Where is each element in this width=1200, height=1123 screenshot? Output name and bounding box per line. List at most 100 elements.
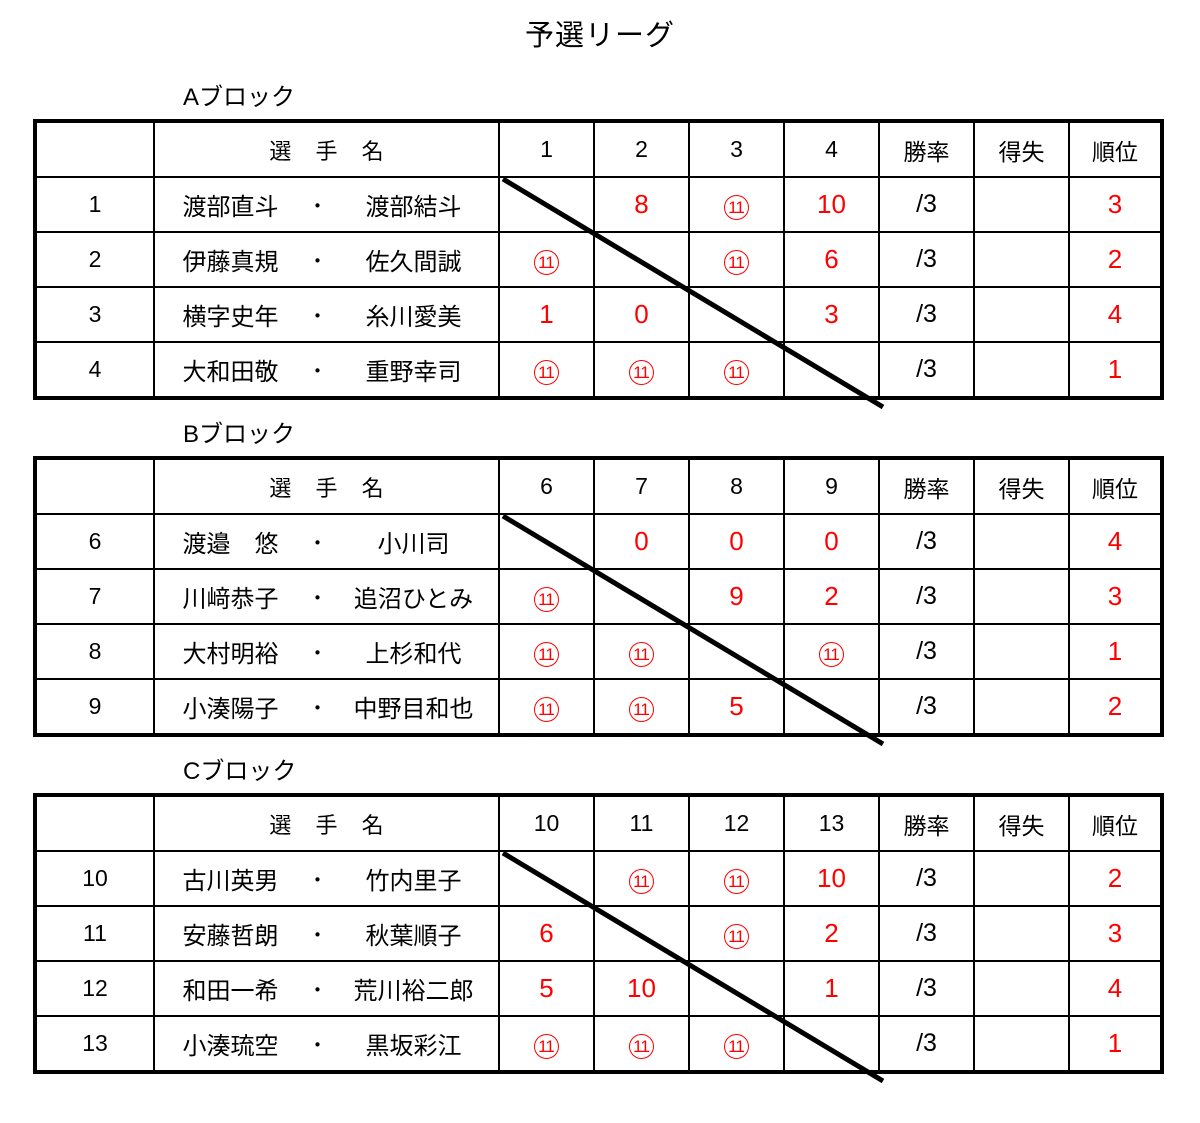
league-table-b: 選 手 名 6 7 8 9 勝率 得失 順位 6 渡邉 悠・小川司 0 0 0/3 4 7 川﨑恭子・追沼ひと…: [33, 456, 1164, 737]
player-name-right: 秋葉順子: [365, 923, 462, 950]
table-header-row: 選 手 名 6 7 8 9 勝率 得失 順位: [34, 457, 1163, 515]
score-cell: 11: [688, 231, 785, 288]
rank-cell: 4: [1068, 960, 1163, 1017]
score-cell: 5: [688, 678, 785, 736]
goal-difference-cell: [973, 341, 1070, 399]
row-player-pair: 小湊琉空 ・ 黒坂彩江: [153, 1015, 500, 1073]
score-cell: 11: [593, 850, 690, 907]
row-player-pair: 渡部直斗 ・ 渡部結斗: [153, 176, 500, 233]
header-opponent-4: 4: [783, 120, 880, 178]
player-pair-separator: ・: [307, 1035, 328, 1057]
table-row: 11 安藤哲朗 ・ 秋葉順子 6 11 2/3 3: [34, 905, 1163, 962]
win-marker-circled-eleven: 11: [724, 869, 749, 894]
score-cell: 10: [783, 176, 880, 233]
header-rank: 順位: [1068, 794, 1163, 852]
score-cell: [593, 905, 690, 962]
win-marker-circled-eleven: 11: [534, 360, 559, 385]
win-marker-circled-eleven: 11: [629, 360, 654, 385]
score-cell: 6: [498, 905, 595, 962]
goal-difference-cell: [973, 960, 1070, 1017]
table-row: 7 川﨑恭子 ・ 追沼ひとみ 11 9 2/3 3: [34, 568, 1163, 625]
player-pair-separator: ・: [307, 698, 328, 720]
win-rate-cell: /3: [878, 176, 975, 233]
player-name-right: 黒坂彩江: [365, 1033, 462, 1060]
player-name-left: 大村明裕: [182, 641, 279, 668]
header-corner-blank: [34, 457, 155, 515]
score-cell: 11: [498, 231, 595, 288]
player-name-right: 糸川愛美: [365, 304, 462, 331]
win-marker-circled-eleven: 11: [534, 1034, 559, 1059]
score-cell: 11: [593, 678, 690, 736]
goal-difference-cell: [973, 905, 1070, 962]
table-row: 1 渡部直斗 ・ 渡部結斗 8 11 10/3 3: [34, 176, 1163, 233]
win-marker-circled-eleven: 11: [534, 697, 559, 722]
header-corner-blank: [34, 794, 155, 852]
score-cell: [498, 513, 595, 570]
player-pair-separator: ・: [307, 980, 328, 1002]
player-name-right: 渡部結斗: [365, 194, 462, 221]
win-rate-cell: /3: [878, 286, 975, 343]
score-cell: 9: [688, 568, 785, 625]
player-name-right: 竹内里子: [365, 868, 462, 895]
rank-cell: 4: [1068, 513, 1163, 570]
rank-cell: 3: [1068, 905, 1163, 962]
player-name-left: 古川英男: [182, 868, 279, 895]
win-rate-cell: /3: [878, 905, 975, 962]
header-opponent-11: 11: [593, 794, 690, 852]
league-table-c: 選 手 名 10 11 12 13 勝率 得失 順位 10 古川英男・竹内里子 11 11 10/3 2 1…: [33, 793, 1164, 1074]
player-name-left: 伊藤真規: [182, 249, 279, 276]
score-cell: 11: [593, 341, 690, 399]
row-entry-number: 12: [34, 960, 155, 1017]
win-marker-circled-eleven: 11: [534, 250, 559, 275]
win-marker-circled-eleven: 11: [629, 697, 654, 722]
table-row: 10 古川英男 ・ 竹内里子 11 11 10/3 2: [34, 850, 1163, 907]
table-header-row: 選 手 名 10 11 12 13 勝率 得失 順位: [34, 794, 1163, 852]
row-entry-number: 3: [34, 286, 155, 343]
win-marker-circled-eleven: 11: [534, 587, 559, 612]
table-row: 12 和田一希 ・ 荒川裕二郎 5 10 1/3 4: [34, 960, 1163, 1017]
header-opponent-12: 12: [688, 794, 785, 852]
block-label-c: Cブロック: [183, 758, 297, 785]
win-marker-circled-eleven: 11: [629, 642, 654, 667]
row-player-pair: 古川英男 ・ 竹内里子: [153, 850, 500, 907]
header-goal-difference: 得失: [973, 794, 1070, 852]
win-rate-cell: /3: [878, 231, 975, 288]
header-opponent-10: 10: [498, 794, 595, 852]
player-pair-separator: ・: [307, 588, 328, 610]
player-name-left: 大和田敬: [182, 359, 279, 386]
win-rate-cell: /3: [878, 960, 975, 1017]
player-name-left: 渡邉 悠: [182, 531, 279, 558]
rank-cell: 2: [1068, 850, 1163, 907]
score-cell: [783, 341, 880, 399]
player-name-right: 中野目和也: [353, 696, 474, 723]
score-cell: 11: [688, 341, 785, 399]
header-player-name: 選 手 名: [153, 794, 500, 852]
row-player-pair: 横字史年 ・ 糸川愛美: [153, 286, 500, 343]
table-row: 8 大村明裕 ・ 上杉和代 11 11 11/3 1: [34, 623, 1163, 680]
league-block-c: Cブロック選 手 名 10 11 12 13 勝率 得失 順位 10 古川英男・竹内里子 11 11 1…: [33, 758, 1164, 1084]
player-name-right: 重野幸司: [365, 359, 462, 386]
row-entry-number: 8: [34, 623, 155, 680]
header-player-name: 選 手 名: [153, 120, 500, 178]
table-row: 6 渡邉 悠・小川司 0 0 0/3 4: [34, 513, 1163, 570]
player-name-right: 佐久間誠: [365, 249, 462, 276]
header-rank: 順位: [1068, 457, 1163, 515]
row-player-pair: 大和田敬 ・ 重野幸司: [153, 341, 500, 399]
row-player-pair: 小湊陽子 ・ 中野目和也: [153, 678, 500, 736]
row-entry-number: 4: [34, 341, 155, 399]
score-cell: 0: [783, 513, 880, 570]
league-block-b: Bブロック選 手 名 6 7 8 9 勝率 得失 順位 6 渡邉 悠・小川司 0 0 0/3 4 7 川﨑恭子…: [33, 423, 1164, 747]
score-cell: 0: [688, 513, 785, 570]
score-cell: [688, 286, 785, 343]
table-row: 9 小湊陽子 ・ 中野目和也 11 11 5/3 2: [34, 678, 1163, 736]
score-cell: 11: [783, 623, 880, 680]
goal-difference-cell: [973, 678, 1070, 736]
header-win-rate: 勝率: [878, 457, 975, 515]
score-cell: 11: [688, 905, 785, 962]
score-cell: 10: [593, 960, 690, 1017]
page-title: 予選リーグ: [524, 20, 675, 52]
player-name-left: 和田一希: [182, 978, 279, 1005]
win-rate-cell: /3: [878, 623, 975, 680]
row-entry-number: 13: [34, 1015, 155, 1073]
goal-difference-cell: [973, 623, 1070, 680]
